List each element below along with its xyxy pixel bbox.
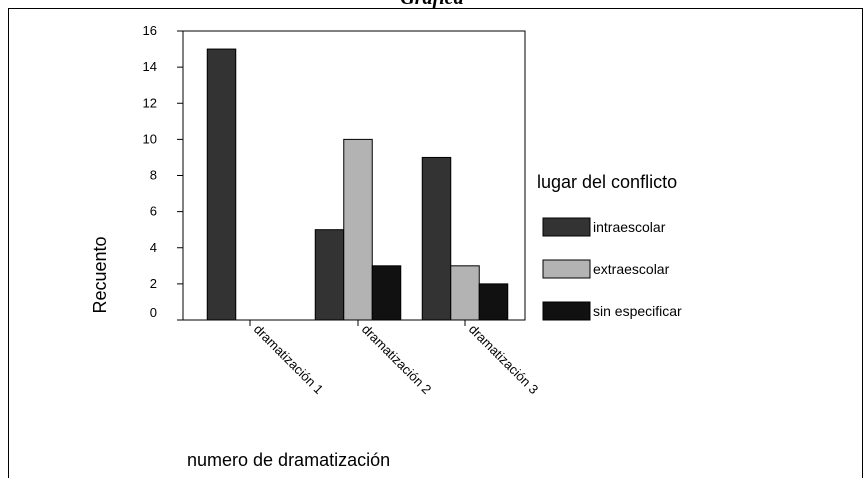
y-tick-label: 10 (143, 131, 157, 146)
bar (314, 229, 345, 321)
legend-swatch (542, 259, 591, 279)
chart-title: Gráfica (400, 0, 463, 9)
frame (8, 8, 863, 478)
x-axis-label: numero de dramatización (187, 450, 390, 470)
bar (343, 138, 373, 321)
y-tick-label: 0 (150, 305, 157, 320)
bar (450, 265, 480, 321)
y-tick-label: 6 (150, 204, 157, 219)
legend-title: lugar del conflicto (537, 172, 677, 192)
y-axis-label: Recuento (90, 236, 110, 313)
x-tick-label: dramatización 1 (251, 322, 327, 398)
bar (206, 48, 237, 321)
bar (421, 156, 452, 321)
x-tick-label: dramatización 2 (359, 322, 435, 398)
y-tick-label: 8 (150, 168, 157, 183)
legend-swatch (542, 301, 591, 321)
y-tick-label: 2 (150, 276, 157, 291)
legend-label: sin especificar (593, 303, 682, 319)
x-tick-label: dramatización 3 (466, 322, 542, 398)
y-tick-label: 16 (143, 23, 157, 38)
legend-label: extraescolar (593, 261, 670, 277)
y-tick-label: 4 (150, 240, 157, 255)
bar (371, 265, 402, 321)
y-tick-label: 12 (143, 95, 157, 110)
legend-swatch (542, 217, 591, 237)
bar (478, 283, 509, 321)
legend-label: intraescolar (593, 219, 666, 235)
y-tick-label: 14 (143, 59, 157, 74)
